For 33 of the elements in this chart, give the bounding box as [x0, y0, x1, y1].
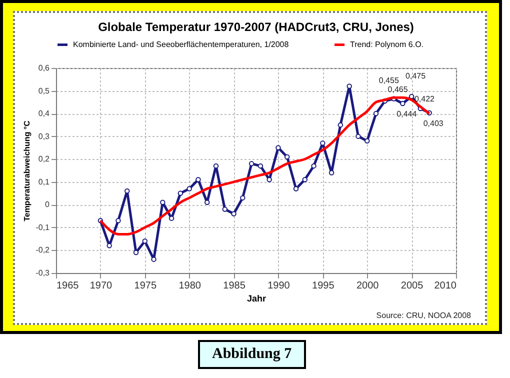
- y-axis-title: Temperaturabweichung °C: [22, 120, 32, 222]
- y-tick-label: 0,3: [38, 132, 50, 141]
- y-tick-label: 0,4: [38, 109, 50, 118]
- source-note: Source: CRU, NOOA 2008: [376, 311, 471, 320]
- data-label: 0,403: [423, 118, 444, 128]
- legend-label: Kombinierte Land- und Seeoberflächentemperaturen, 1/2008: [73, 40, 290, 49]
- y-tick-label: -0,3: [36, 268, 50, 278]
- x-tick-label: 1970: [90, 280, 113, 292]
- data-label: 0,422: [414, 94, 436, 104]
- x-tick-label: 1995: [312, 280, 335, 292]
- y-tick-label: -0,1: [36, 222, 50, 232]
- data-label: 0,475: [406, 71, 426, 80]
- text: Abbildung 7: [198, 340, 306, 369]
- x-tick-label: 1990: [268, 280, 290, 292]
- x-tick-label: 1975: [134, 280, 157, 292]
- y-tick-label: 0: [45, 200, 50, 210]
- x-tick-label: 2005: [400, 280, 424, 292]
- y-tick-label: 0,6: [38, 64, 50, 72]
- x-tick-label: 1985: [223, 280, 246, 292]
- x-tick-label: 1965: [56, 280, 80, 292]
- legend-label: Trend: Polynom 6.O.: [350, 40, 424, 49]
- data-label: 0,465: [388, 84, 408, 94]
- chart-title: Globale Temperatur 1970-2007 (HADCrut3, CRU, Jones): [98, 20, 414, 34]
- y-tick-label: 0,5: [38, 86, 50, 96]
- y-tick-label: -0,2: [36, 246, 50, 255]
- data-label: 0,444: [396, 110, 418, 119]
- x-tick-label: 1980: [178, 280, 202, 292]
- x-axis-title: Jahr: [246, 294, 266, 304]
- y-tick-label: 0,1: [38, 177, 50, 186]
- x-tick-label: 2010: [434, 280, 457, 292]
- y-tick-label: 0,2: [38, 154, 50, 164]
- x-tick-label: 2000: [356, 280, 380, 292]
- data-label: 0,455: [378, 76, 400, 86]
